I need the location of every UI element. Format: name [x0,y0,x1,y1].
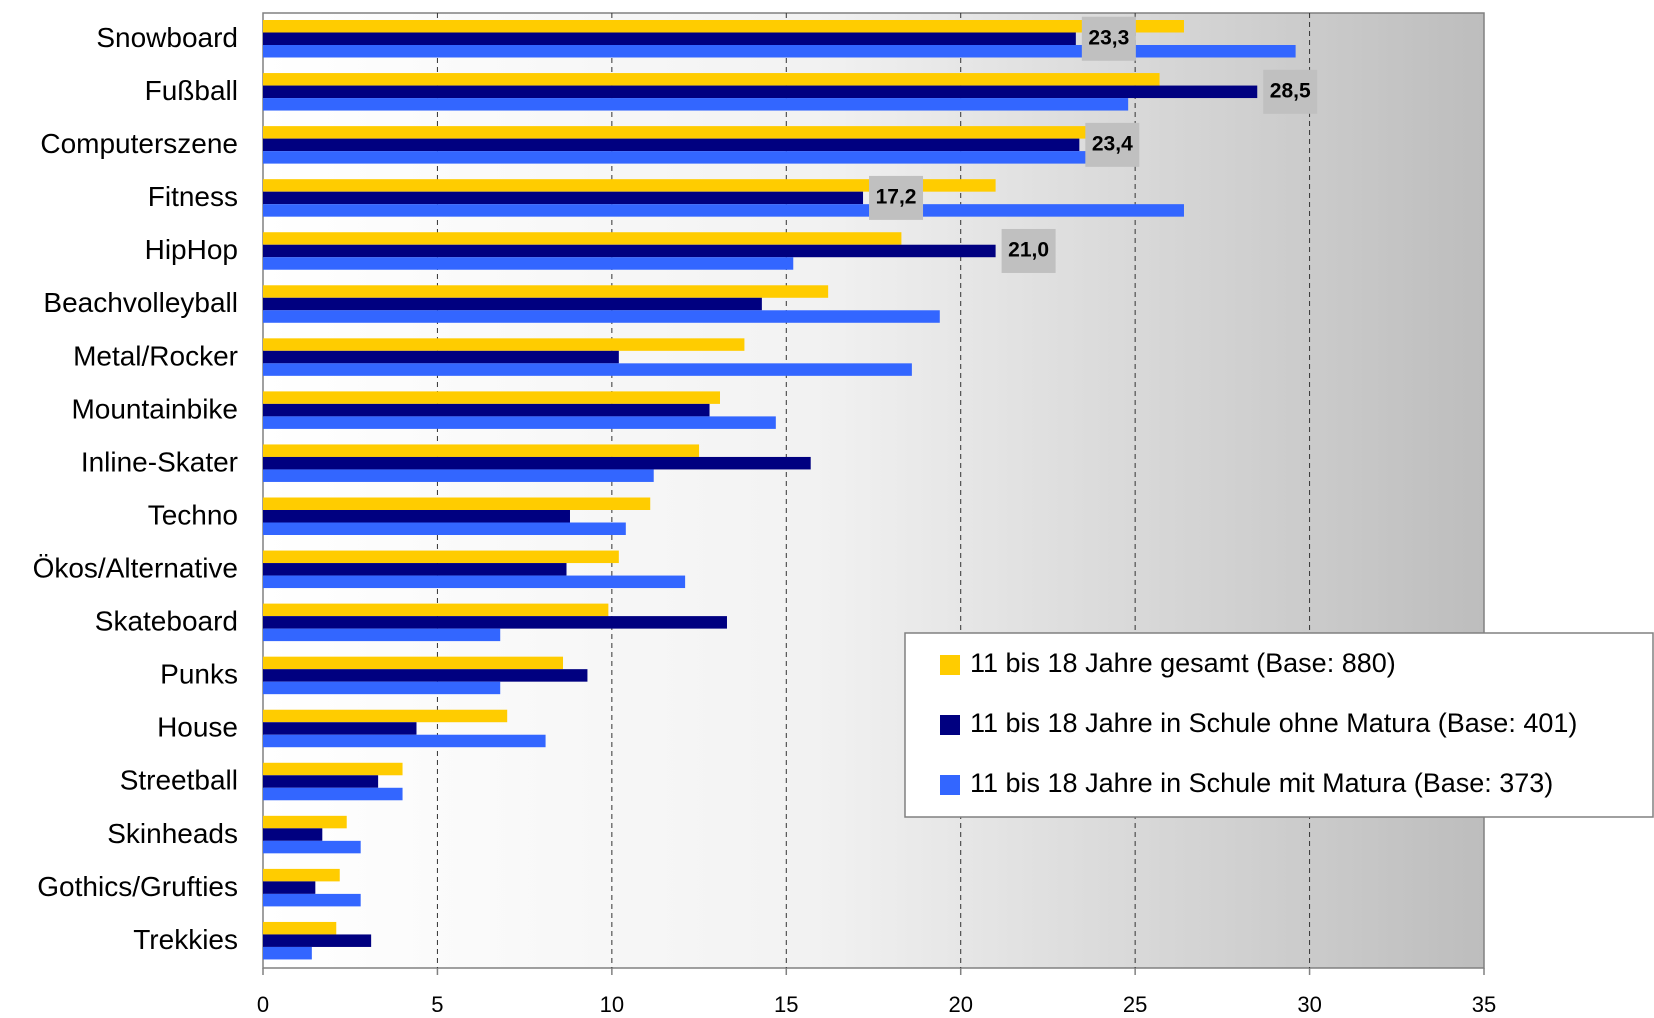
y-tick-label: Mountainbike [71,393,238,424]
bar [263,709,508,723]
data-label: 23,3 [1088,26,1129,49]
bar [263,563,567,576]
legend-label: 11 bis 18 Jahre in Schule ohne Matura (B… [970,708,1577,738]
data-label-box [1081,16,1136,61]
legend [904,632,1654,818]
bar [263,669,588,682]
bar [263,550,619,564]
bar [263,893,361,907]
bar [263,204,1184,217]
x-tick-label: 15 [774,992,798,1017]
bar [263,126,1097,139]
bar [263,350,619,364]
bar [263,20,1184,33]
data-label-box [869,175,924,220]
y-tick-label: Beachvolleyball [43,287,238,318]
bar [263,787,403,801]
bar [263,934,372,947]
bar [263,310,940,323]
legend-swatch [940,715,960,735]
data-label-box [1085,122,1140,167]
bar [263,416,776,429]
bar [263,363,912,376]
bar [263,403,710,417]
legend-swatch [940,655,960,675]
x-tick-label: 20 [948,992,972,1017]
bar [263,297,762,311]
y-tick-label: Ökos/Alternative [33,552,238,583]
y-tick-label: House [157,712,238,743]
bar [263,285,829,298]
y-tick-label: Metal/Rocker [73,340,238,371]
bar [263,510,570,523]
bar [263,151,1115,164]
bar [263,775,379,788]
bar [263,456,811,470]
bar [263,616,727,629]
data-label: 21,0 [1008,239,1049,262]
bar [263,734,546,748]
y-tick-label: Computerszene [40,128,238,159]
bar [263,603,609,617]
bar [263,840,361,854]
bar [263,762,403,776]
bar [263,191,864,205]
bar [263,868,340,882]
bar [263,45,1296,58]
bar [263,497,651,510]
data-label: 17,2 [876,185,917,208]
y-tick-label: Punks [160,659,238,690]
bar [263,73,1160,86]
x-tick-label: 5 [431,992,443,1017]
x-tick-label: 35 [1472,992,1496,1017]
bar [263,391,721,404]
y-tick-label: HipHop [145,234,238,265]
legend-label: 11 bis 18 Jahre in Schule mit Matura (Ba… [970,768,1553,798]
bar [263,338,745,351]
bar [263,921,337,935]
bar [263,32,1076,45]
y-tick-label: Fitness [148,181,238,212]
y-tick-label: Skateboard [95,606,238,637]
y-tick-label: Gothics/Grufties [37,871,238,902]
y-tick-label: Trekkies [133,924,238,955]
x-tick-label: 0 [257,992,269,1017]
bar [263,575,686,589]
bar [263,946,312,960]
bar [263,628,501,642]
x-tick-label: 30 [1297,992,1321,1017]
bar [263,138,1080,152]
bar [263,469,654,482]
bar [263,681,501,695]
bar [263,656,564,670]
bar [263,828,323,841]
y-tick-label: Streetball [120,765,238,796]
bar [263,815,347,829]
x-tick-label: 25 [1123,992,1147,1017]
bar [263,244,996,258]
bar [263,85,1258,99]
bar [263,98,1129,111]
bar [263,444,700,457]
y-tick-label: Techno [148,499,238,530]
bar [263,232,902,245]
bar [263,257,794,270]
bar [263,179,996,192]
y-tick-label: Inline-Skater [81,446,238,477]
legend-swatch [940,775,960,795]
y-tick-label: Snowboard [96,22,238,53]
y-tick-label: Fußball [145,75,238,106]
x-tick-label: 10 [600,992,624,1017]
bar [263,522,626,535]
legend-label: 11 bis 18 Jahre gesamt (Base: 880) [970,648,1396,678]
data-label-box [1263,69,1318,114]
bar [263,881,316,894]
bar [263,722,417,735]
y-tick-label: Skinheads [107,818,238,849]
data-label: 28,5 [1270,79,1311,102]
data-label: 23,4 [1092,132,1133,155]
data-label-box [1001,228,1056,273]
